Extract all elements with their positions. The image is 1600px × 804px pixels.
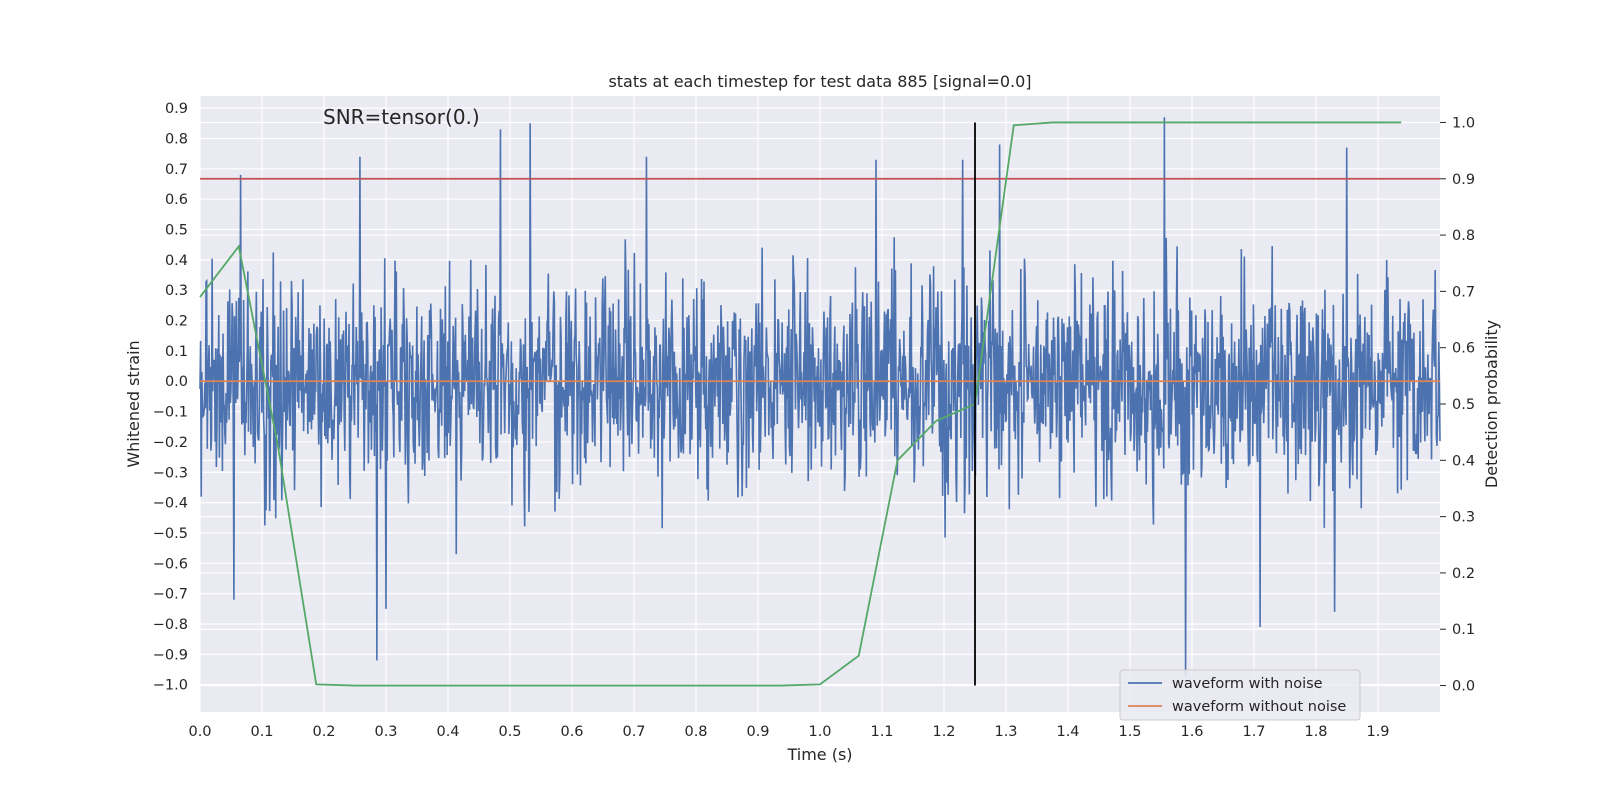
y-tick-label: 0.6 xyxy=(165,192,188,208)
x-tick-label: 1.1 xyxy=(870,724,893,740)
x-tick-label: 0.9 xyxy=(746,724,769,740)
chart-title: stats at each timestep for test data 885… xyxy=(608,72,1031,91)
y2-tick-label: 0.2 xyxy=(1452,566,1475,582)
y-tick-label: 0.4 xyxy=(165,253,188,269)
series-line-detection-probability xyxy=(199,121,1402,687)
x-tick-label: 0.4 xyxy=(436,724,459,740)
y2-tick-label: 1.0 xyxy=(1452,115,1475,131)
x-tick-label: 1.2 xyxy=(932,724,955,740)
y2-tick-label: 0.1 xyxy=(1452,622,1475,638)
x-tick-label: 1.6 xyxy=(1180,724,1203,740)
y-tick-label: 0.3 xyxy=(165,283,188,299)
legend-label-noise: waveform with noise xyxy=(1172,676,1323,692)
y2-tick-label: 0.5 xyxy=(1452,397,1475,413)
y2-tick-label: 0.4 xyxy=(1452,453,1475,469)
x-tick-label: 1.3 xyxy=(994,724,1017,740)
y-tick-label: 0.2 xyxy=(165,314,188,330)
legend-box xyxy=(1119,669,1361,721)
x-tick-label: 1.7 xyxy=(1242,724,1265,740)
legend: waveform with noise waveform without noi… xyxy=(1119,669,1361,721)
y2-tick-label: 0.3 xyxy=(1452,510,1475,526)
x-tick-label: 0.5 xyxy=(498,724,521,740)
grid-layer xyxy=(199,96,1440,712)
x-tick-label: 0.1 xyxy=(250,724,273,740)
y-tick-label: 0.7 xyxy=(165,162,188,178)
x-tick-label: 0.7 xyxy=(622,724,645,740)
y-tick-label: −0.5 xyxy=(153,526,188,542)
y-tick-label: −0.6 xyxy=(153,556,188,572)
y2-tick-label: 0.9 xyxy=(1452,172,1475,188)
y-tick-label: 0.8 xyxy=(165,131,188,147)
x-axis-label: Time (s) xyxy=(786,745,852,764)
y-tick-label: −0.3 xyxy=(153,465,188,481)
y-tick-label: −0.7 xyxy=(153,587,188,603)
series-line-waveform-with-noise xyxy=(199,117,1441,676)
y-tick-label: 0.5 xyxy=(165,223,188,239)
y2-tick-label: 0.6 xyxy=(1452,341,1475,357)
legend-label-clean: waveform without noise xyxy=(1172,699,1346,715)
x-tick-label: 1.9 xyxy=(1366,724,1389,740)
y2-tick-label: 0.7 xyxy=(1452,284,1475,300)
y-axis-label: Whitened strain xyxy=(124,340,143,467)
x-tick-label: 1.8 xyxy=(1304,724,1327,740)
y-tick-label: −0.4 xyxy=(153,496,188,512)
x-tick-label: 0.0 xyxy=(188,724,211,740)
y-tick-label: −0.9 xyxy=(153,647,188,663)
y-tick-label: −0.8 xyxy=(153,617,188,633)
series-layer xyxy=(199,117,1441,687)
y-tick-label: −0.2 xyxy=(153,435,188,451)
x-tick-label: 0.3 xyxy=(374,724,397,740)
y2-tick-label: 0.0 xyxy=(1452,679,1475,695)
y2-tick-label: 0.8 xyxy=(1452,228,1475,244)
x-tick-label: 0.2 xyxy=(312,724,335,740)
y-tick-label: −0.1 xyxy=(153,405,188,421)
y-tick-label: −1.0 xyxy=(153,678,188,694)
y-tick-label: 0.0 xyxy=(165,374,188,390)
axes-layer: 0.0 0.1 0.2 0.3 0.4 0.5 0.6 0.7 0.8 0.9 1.0 1.1 1.2 1… xyxy=(153,101,1475,740)
y-tick-label: 0.1 xyxy=(165,344,188,360)
x-tick-label: 1.4 xyxy=(1056,724,1079,740)
x-tick-label: 1.5 xyxy=(1118,724,1141,740)
y2-axis-label: Detection probability xyxy=(1482,320,1501,488)
y-tick-label: 0.9 xyxy=(165,101,188,117)
x-tick-label: 0.6 xyxy=(560,724,583,740)
snr-annotation: SNR=tensor(0.) xyxy=(323,105,480,129)
x-tick-label: 0.8 xyxy=(684,724,707,740)
x-tick-label: 1.0 xyxy=(808,724,831,740)
